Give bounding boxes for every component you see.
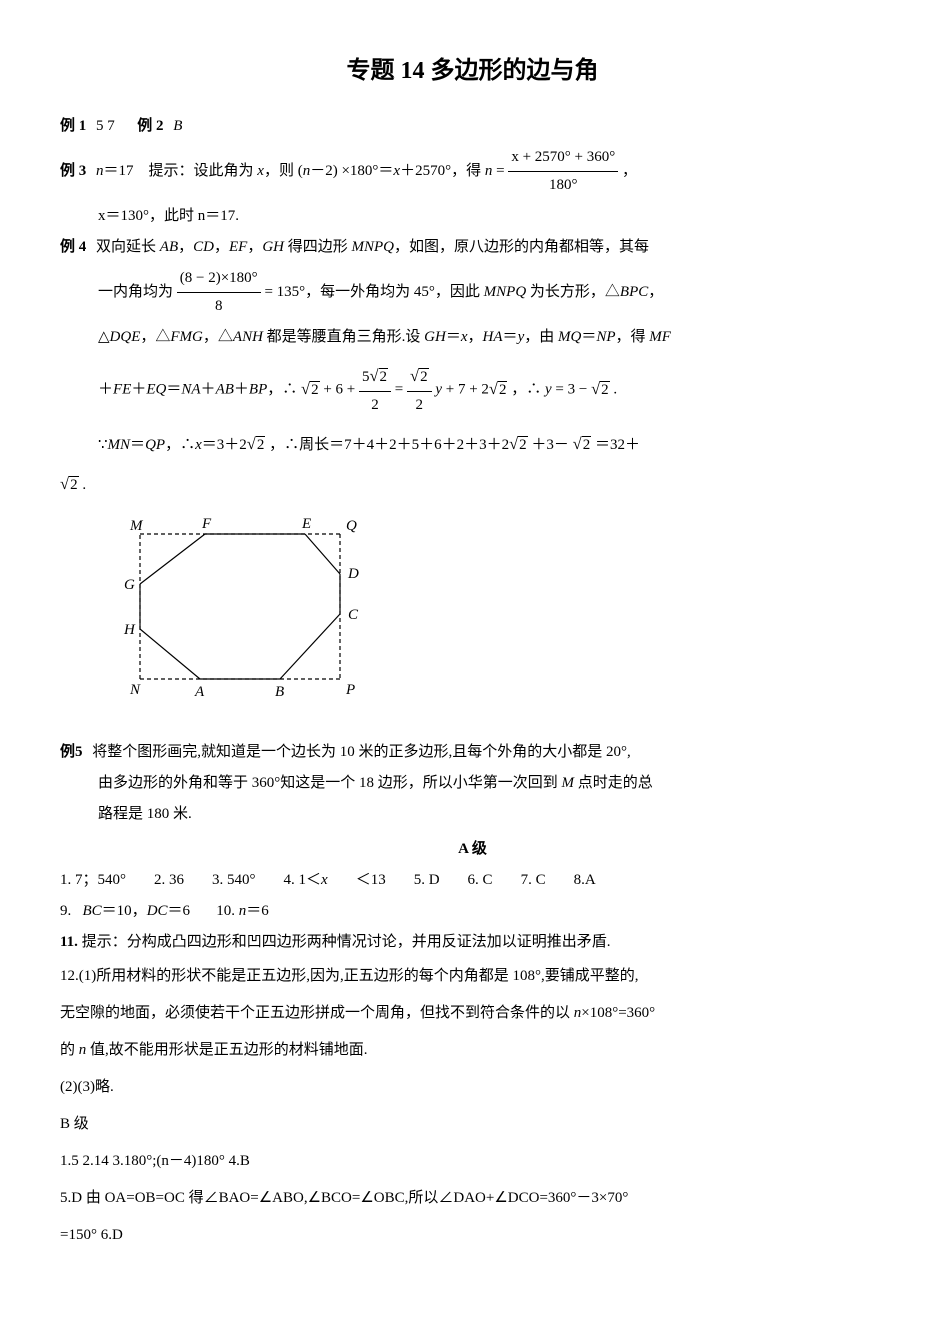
example-4-line1: 例 4 双向延长 AB，CD，EF，GH 得四边形 MNPQ，如图，原八边形的内… — [60, 234, 885, 261]
a10: 10. n＝6 — [216, 903, 269, 919]
b-row1: 1.5 2.14 3.180°;(n－4)180° 4.B — [60, 1145, 885, 1178]
ex4-eq-const: + 6 + — [323, 382, 359, 398]
ex4-frac3: √2 2 — [407, 361, 432, 419]
a9: 9. BC＝10，DC＝6 — [60, 903, 190, 919]
ex5-text-a: 将整个图形画完,就知道是一个边长为 10 米的正多边形,且每个外角的大小都是 2… — [92, 744, 631, 760]
ex3-fraction: x + 2570° + 360° 180° — [508, 144, 618, 199]
ex4-label: 例 4 — [60, 239, 86, 255]
ex3-frac-den: 180° — [508, 172, 618, 199]
ex4-text-a: 双向延长 AB，CD，EF，GH 得四边形 MNPQ，如图，原八边形的内角都相等… — [96, 239, 649, 255]
svg-text:N: N — [129, 682, 141, 698]
ex2-answer: B — [173, 118, 182, 134]
example-4-line4: ＋FE＋EQ＝NA＋AB＋BP，∴ √2 + 6 + 5√2 2 = √2 2 … — [60, 361, 885, 419]
a12-line1: 12.(1)所用材料的形状不能是正五边形,因为,正五边形的每个内角都是 108°… — [60, 960, 885, 993]
svg-text:G: G — [124, 577, 135, 593]
ex3-text-a: n＝17 提示：设此角为 x，则 (n－2) ×180°＝x＋2570°，得 n… — [96, 163, 508, 179]
a6: 6. C — [468, 867, 493, 894]
svg-text:D: D — [347, 566, 359, 582]
example-4-line3: △DQE，△FMG，△ANH 都是等腰直角三角形.设 GH＝x，HA＝y，由 M… — [60, 324, 885, 351]
ex1-answer: 5 7 — [96, 118, 115, 134]
a-level-row2: 9. BC＝10，DC＝6 10. n＝6 — [60, 898, 885, 925]
a11-label: 11. — [60, 934, 78, 950]
ex4-frac1: (8 − 2)×180° 8 — [177, 265, 261, 320]
ex4-eq-eq: = — [395, 382, 407, 398]
svg-text:Q: Q — [346, 518, 357, 534]
a4: 4. 1＜x＜13 — [284, 867, 386, 894]
ex2-label: 例 2 — [137, 118, 163, 134]
svg-text:C: C — [348, 607, 359, 623]
ex3-label: 例 3 — [60, 163, 86, 179]
a3: 3. 540° — [212, 867, 256, 894]
example-1-2: 例 1 5 7 例 2 B — [60, 113, 885, 140]
ex3-frac-num: x + 2570° + 360° — [508, 144, 618, 172]
svg-text:B: B — [275, 684, 284, 700]
ex4-text-b-post: = 135°，每一外角均为 45°，因此 MNPQ 为长方形，△BPC， — [264, 284, 663, 300]
a12-line3: 的 n 值,故不能用形状是正五边形的材料铺地面. — [60, 1034, 885, 1067]
ex4-frac1-den: 8 — [177, 293, 261, 320]
b-level-heading: B 级 — [60, 1108, 885, 1141]
a12-line2: 无空隙的地面，必须使若干个正五边形拼成一个周角，但找不到符合条件的以 n×108… — [60, 997, 885, 1030]
b-row3: =150° 6.D — [60, 1219, 885, 1252]
ex3-comma: ， — [622, 163, 637, 179]
svg-text:E: E — [301, 516, 311, 532]
svg-text:F: F — [201, 516, 212, 532]
a-level-row1: 1. 7；540° 2. 36 3. 540° 4. 1＜x＜13 5. D 6… — [60, 867, 885, 894]
example-5-line1: 例5 将整个图形画完,就知道是一个边长为 10 米的正多边形,且每个外角的大小都… — [60, 739, 885, 766]
page-title: 专题 14 多边形的边与角 — [60, 50, 885, 93]
example-4-line5: ∵MN＝QP，∴x＝3＋2√2 ，∴周长＝7＋4＋2＋5＋6＋2＋3＋2√2 ＋… — [60, 429, 885, 459]
example-4-line6: √2 . — [60, 469, 885, 499]
svg-text:P: P — [345, 682, 355, 698]
ex4-text-b-pre: 一内角均为 — [98, 284, 177, 300]
b-row2: 5.D 由 OA=OB=OC 得∠BAO=∠ABO,∠BCO=∠OBC,所以∠D… — [60, 1182, 885, 1215]
ex4-frac2: 5√2 2 — [359, 361, 391, 419]
octagon-diagram: M F E Q G D H C N A B P — [110, 514, 885, 724]
example-5-line3: 路程是 180 米. — [60, 801, 885, 828]
a2: 2. 36 — [154, 867, 184, 894]
a11: 11. 提示：分构成凸四边形和凹四边形两种情况讨论，并用反证法加以证明推出矛盾. — [60, 929, 885, 956]
svg-text:A: A — [194, 684, 205, 700]
example-3-line2: x＝130°，此时 n＝17. — [60, 203, 885, 230]
svg-text:H: H — [123, 622, 136, 638]
a7: 7. C — [521, 867, 546, 894]
a12-line4: (2)(3)略. — [60, 1071, 885, 1104]
example-3-line1: 例 3 n＝17 提示：设此角为 x，则 (n－2) ×180°＝x＋2570°… — [60, 144, 885, 199]
svg-text:M: M — [129, 518, 144, 534]
ex4-frac1-num: (8 − 2)×180° — [177, 265, 261, 293]
a-level-heading: A 级 — [60, 836, 885, 863]
ex1-label: 例 1 — [60, 118, 86, 134]
a1: 1. 7；540° — [60, 867, 126, 894]
example-5-line2: 由多边形的外角和等于 360°知这是一个 18 边形，所以小华第一次回到 M 点… — [60, 770, 885, 797]
a8: 8.A — [574, 867, 596, 894]
example-4-line2: 一内角均为 (8 − 2)×180° 8 = 135°，每一外角均为 45°，因… — [60, 265, 885, 320]
a11-text: 提示：分构成凸四边形和凹四边形两种情况讨论，并用反证法加以证明推出矛盾. — [82, 934, 611, 950]
a5: 5. D — [414, 867, 440, 894]
ex5-label: 例5 — [60, 744, 83, 760]
